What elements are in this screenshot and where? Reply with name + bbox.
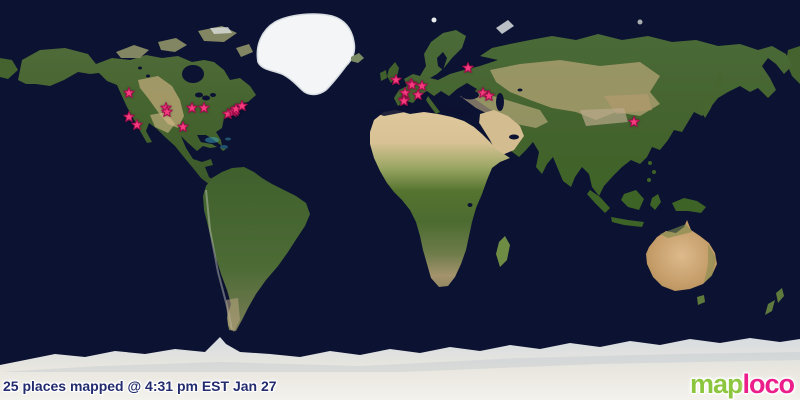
australia-north-green — [660, 224, 692, 238]
middle-east-region — [460, 92, 548, 128]
great-lake — [195, 92, 203, 98]
southwest-desert-region — [150, 112, 175, 133]
tibetan-plateau — [580, 108, 628, 126]
hispaniola — [220, 148, 226, 151]
italy — [426, 96, 440, 114]
continent-australia — [646, 220, 717, 291]
landmass-right-edge — [786, 46, 800, 84]
cuba — [199, 142, 217, 148]
arabian-peninsula — [479, 110, 524, 155]
new-guinea — [672, 198, 706, 213]
indonesia — [587, 190, 661, 227]
maploco-logo-link[interactable]: maploco — [689, 369, 795, 399]
mediterranean-sea — [372, 104, 470, 116]
tasmania — [697, 295, 705, 305]
new-zealand — [765, 288, 784, 315]
lake — [146, 74, 150, 78]
philippines — [647, 161, 656, 182]
caspian-sea — [496, 93, 504, 111]
continent-antarctica — [0, 337, 800, 400]
lake — [138, 66, 142, 70]
black-sea — [461, 90, 479, 100]
new-siberian-islands — [637, 19, 643, 25]
ireland — [380, 70, 387, 81]
baltic-sea — [437, 52, 447, 70]
status-text: 25 places mapped @ 4:31 pm EST Jan 27 — [3, 378, 277, 394]
australia-east-green — [704, 244, 716, 283]
sakhalin — [715, 70, 723, 90]
antarctica-shading — [0, 352, 800, 372]
continent-south-america — [203, 167, 310, 331]
japan — [701, 92, 715, 118]
continent-africa — [370, 110, 510, 287]
aral-sea — [517, 88, 523, 92]
arctic-ice — [210, 27, 232, 34]
logo-map-text: map — [689, 369, 744, 399]
patagonia-region — [226, 298, 240, 332]
greenland — [256, 13, 356, 96]
persian-gulf — [509, 134, 519, 140]
great-lake — [210, 93, 216, 97]
bahamas-shallows — [225, 137, 231, 141]
landmass-left-edge — [0, 58, 18, 79]
great-lake — [202, 95, 210, 101]
madagascar — [496, 236, 510, 267]
logo-loco-text: loco — [742, 369, 795, 399]
novaya-zemlya — [496, 20, 514, 34]
hudson-bay — [182, 65, 204, 83]
iceland — [351, 53, 364, 63]
caribbean-shallows — [220, 145, 228, 149]
caribbean-shallows — [205, 137, 219, 143]
svalbard — [431, 17, 437, 23]
lake-victoria — [467, 203, 473, 207]
